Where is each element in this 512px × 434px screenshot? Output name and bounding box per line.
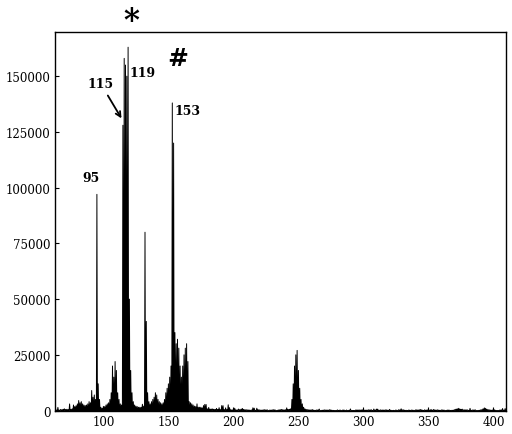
- Text: 119: 119: [130, 67, 156, 80]
- Text: *: *: [123, 6, 139, 37]
- Text: 115: 115: [88, 78, 120, 117]
- Text: 95: 95: [82, 171, 100, 184]
- Text: #: #: [167, 46, 188, 70]
- Text: 153: 153: [175, 105, 201, 118]
